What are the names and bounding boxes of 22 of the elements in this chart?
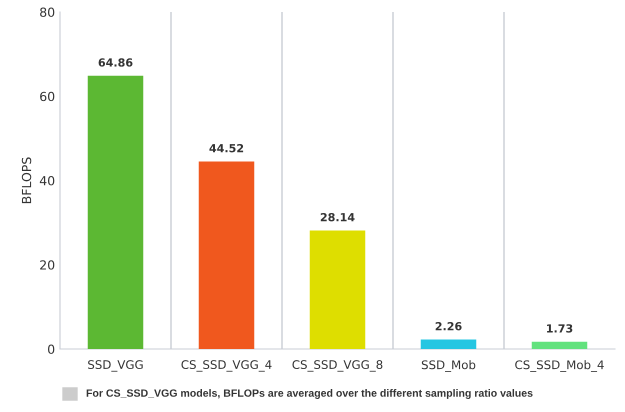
- x-tick-label: CS_SSD_Mob_4: [515, 360, 604, 372]
- x-tick-label: CS_SSD_VGG_8: [292, 360, 382, 372]
- data-label: 44.52: [209, 144, 244, 152]
- y-tick-label: 80: [40, 7, 54, 17]
- y-tick-label: 20: [40, 260, 54, 270]
- y-tick-label: 40: [40, 176, 54, 186]
- data-label: 28.14: [320, 212, 355, 222]
- bar: [88, 76, 144, 349]
- text: For CS_SSD_VGG models, BFLOPs are averaged over the different sampling ratio values: [86, 389, 533, 399]
- bar: [198, 161, 254, 349]
- x-tick-label: CS_SSD_VGG_4: [181, 360, 272, 372]
- x-tick-label: SSD_VGG: [88, 360, 143, 372]
- bar: [310, 230, 366, 349]
- data-label: 2.26: [436, 322, 462, 330]
- data-label: 1.73: [547, 324, 572, 333]
- y-axis-title: BFLOPS: [22, 157, 32, 204]
- y-tick-label: 60: [40, 92, 54, 102]
- bar: [420, 339, 476, 349]
- bar: [532, 342, 588, 349]
- y-tick-label: 0: [48, 344, 54, 354]
- x-tick-label: SSD_Mob: [422, 360, 476, 372]
- data-label: 64.86: [98, 58, 132, 67]
